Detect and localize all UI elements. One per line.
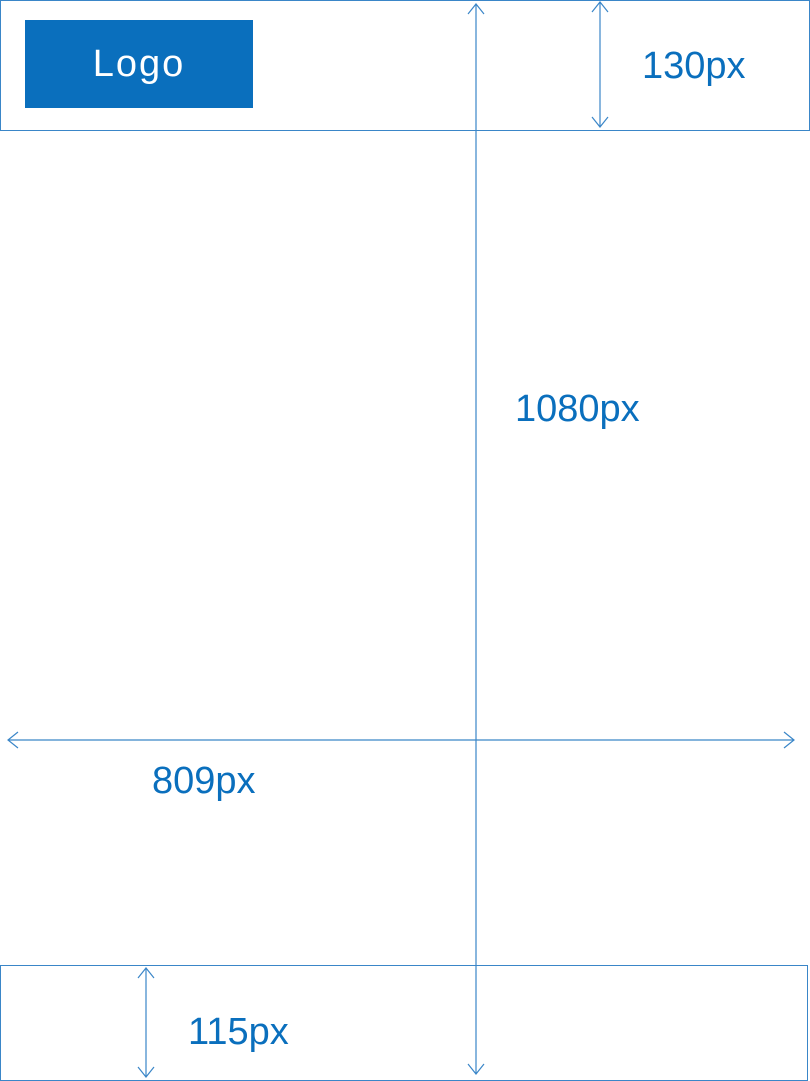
header-height-label: 130px [642, 45, 746, 87]
footer-height-arrow-top [137, 967, 155, 979]
footer-height-label: 115px [188, 1011, 289, 1053]
header-height-arrow-top [591, 1, 609, 13]
footer-height-arrow-bottom [137, 1066, 155, 1078]
logo-label: Logo [92, 42, 186, 85]
width-arrow-right [783, 731, 795, 749]
header-height-arrow-bottom [591, 116, 609, 128]
total-height-arrow-top [467, 3, 485, 15]
width-arrow-left [7, 731, 19, 749]
total-height-arrow-bottom [467, 1063, 485, 1075]
total-height-label: 1080px [515, 388, 640, 430]
logo: Logo [25, 20, 253, 108]
width-label: 809px [152, 760, 256, 802]
